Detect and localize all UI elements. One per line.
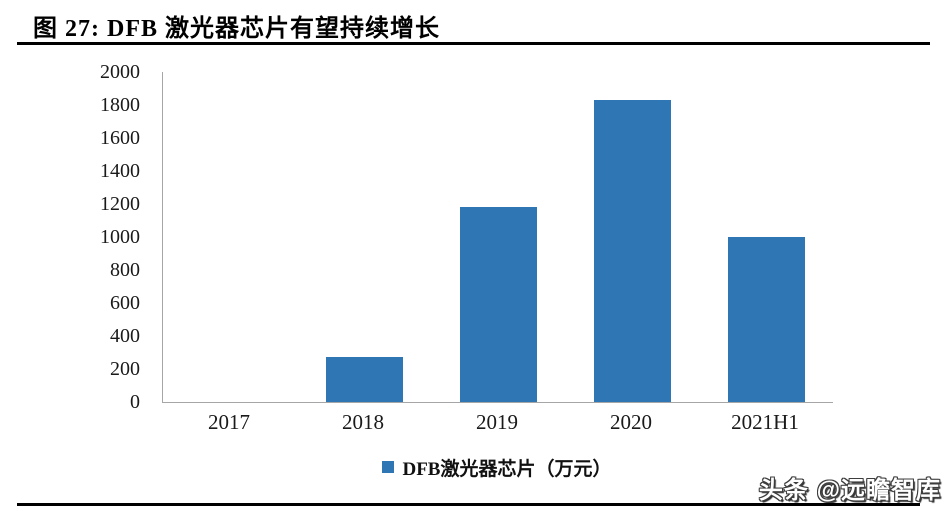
y-tick-label: 1800	[100, 94, 140, 116]
y-tick-label: 400	[110, 325, 140, 347]
x-tick-label: 2021H1	[731, 410, 799, 434]
x-axis-labels: 2017 2018 2019 2020 2021H1	[162, 410, 832, 436]
y-tick-label: 0	[130, 391, 140, 413]
bar-2020	[593, 100, 671, 402]
footer-separator-line	[17, 503, 920, 506]
figure-title: 图 27: DFB 激光器芯片有望持续增长	[33, 16, 440, 42]
y-tick-label: 2000	[100, 61, 140, 83]
watermark: 头条 @远瞻智库	[758, 477, 941, 504]
plot-area	[162, 72, 833, 403]
title-separator-line	[17, 42, 930, 45]
y-tick-label: 200	[110, 358, 140, 380]
y-axis: 2000 1800 1600 1400 1200 1000 800 600 400 200 0	[0, 0, 140, 420]
x-tick-label: 2020	[610, 410, 652, 434]
y-tick-label: 1400	[100, 160, 140, 182]
legend-marker-square	[382, 461, 395, 473]
y-tick-label: 800	[110, 259, 140, 281]
bar-2018	[325, 357, 403, 402]
x-tick-label: 2018	[342, 410, 384, 434]
y-tick-label: 1600	[100, 127, 140, 149]
y-tick-label: 1000	[100, 226, 140, 248]
y-tick-label: 1200	[100, 193, 140, 215]
legend-series-label: DFB激光器芯片（万元）	[402, 458, 612, 480]
x-tick-label: 2017	[208, 410, 250, 434]
y-tick-label: 600	[110, 292, 140, 314]
x-tick-label: 2019	[476, 410, 518, 434]
bar-2021H1	[727, 237, 805, 402]
legend: DFB激光器芯片（万元）	[162, 454, 832, 480]
bar-2019	[459, 207, 537, 402]
